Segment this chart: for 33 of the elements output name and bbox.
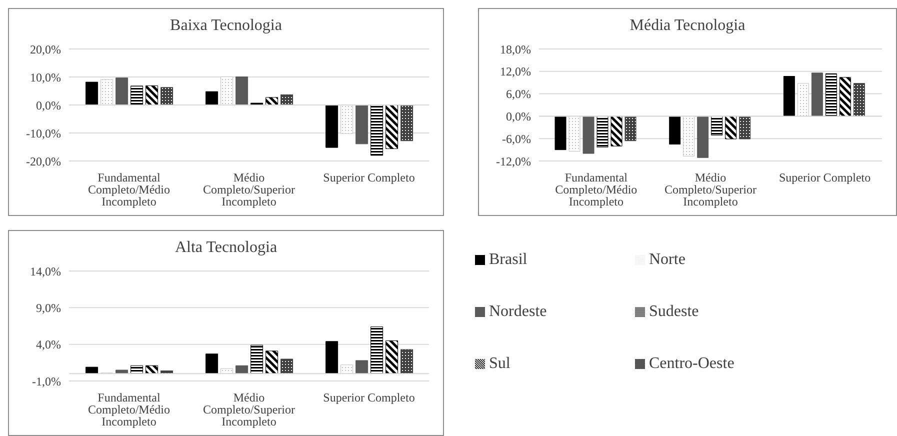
x-tick-label: Fundamental Completo/Médio Incompleto <box>555 170 638 209</box>
legend-label: Nordeste <box>489 303 547 320</box>
x-tick-label: Superior Completo <box>323 390 415 405</box>
x-tick-label: Médio Completo/Superior Incompleto <box>203 170 295 209</box>
y-tick-label: -20,0% <box>26 154 61 168</box>
y-tick-label: 0,0% <box>506 109 531 124</box>
y-tick-label: -10,0% <box>26 126 61 140</box>
y-tick-label: -1,0% <box>32 374 61 388</box>
y-tick-label: 14,0% <box>30 264 61 278</box>
x-tick-label: Médio Completo/Superior Incompleto <box>664 170 756 209</box>
chart-title: Alta Tecnologia <box>174 238 278 258</box>
y-tick-label: 0,0% <box>36 98 61 112</box>
chart-title: Baixa Tecnologia <box>169 16 283 36</box>
y-tick-label: -6,0% <box>502 132 531 146</box>
y-tick-label: 20,0% <box>30 42 61 56</box>
y-tick-label: 9,0% <box>36 300 61 315</box>
legend-label: Brasil <box>489 251 528 268</box>
legend-label: Sul <box>489 355 510 372</box>
x-tick-label: Superior Completo <box>323 170 415 185</box>
y-tick-label: 4,0% <box>36 338 61 352</box>
x-tick-label: Fundamental Completo/Médio Incompleto <box>88 170 170 209</box>
y-tick-label: 6,0% <box>506 87 531 102</box>
y-tick-label: 18,0% <box>500 42 531 56</box>
x-tick-label: Médio Completo/Superior Incompleto <box>203 390 295 429</box>
legend-label: Sudeste <box>649 303 699 320</box>
x-tick-label: Fundamental Completo/Médio Incompleto <box>88 390 170 429</box>
chart-title: Média Tecnologia <box>628 16 746 36</box>
x-tick-label: Superior Completo <box>778 170 871 185</box>
y-tick-label: 12,0% <box>500 64 531 79</box>
y-tick-label: 10,0% <box>30 70 61 84</box>
legend-label: Norte <box>649 251 686 268</box>
y-tick-label: -12,0% <box>496 154 531 168</box>
legend-label: Centro-Oeste <box>649 355 734 372</box>
